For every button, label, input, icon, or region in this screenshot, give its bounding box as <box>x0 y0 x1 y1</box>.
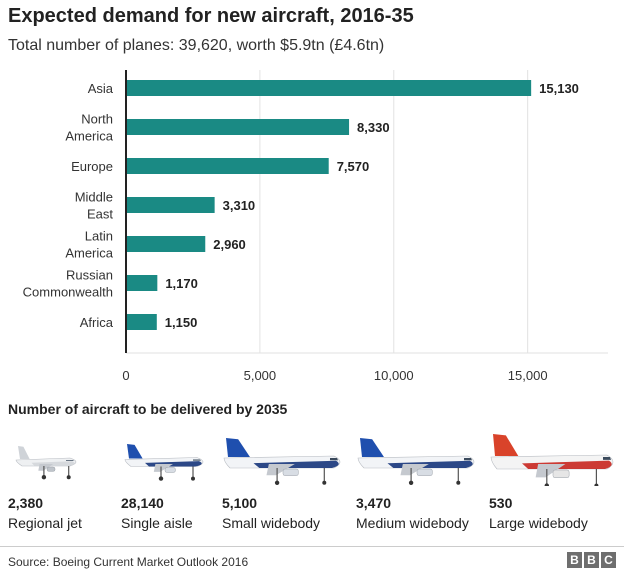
x-tick-label: 10,000 <box>374 368 414 383</box>
engine <box>416 468 433 476</box>
logo-letter: C <box>601 552 616 568</box>
x-tick-label: 0 <box>122 368 129 383</box>
value-labels: 15,130 8,330 7,570 3,310 2,960 1,170 1,150 <box>165 81 579 330</box>
wing <box>153 464 173 472</box>
cockpit-window <box>193 459 201 461</box>
gridlines <box>126 70 608 354</box>
footer-divider <box>0 546 624 547</box>
chart-subtitle: Total number of planes: 39,620, worth $5… <box>8 37 385 54</box>
x-tick-label: 5,000 <box>244 368 277 383</box>
value-label: 15,130 <box>539 81 579 96</box>
aircraft-count: 2,380 <box>8 495 44 511</box>
aircraft-count: 28,140 <box>121 495 164 511</box>
aircraft-count: 5,100 <box>222 495 258 511</box>
cockpit-window <box>464 458 472 461</box>
value-label: 8,330 <box>357 120 390 135</box>
wheel <box>41 475 47 480</box>
wheel <box>274 480 280 485</box>
source-note: Source: Boeing Current Market Outlook 20… <box>8 555 249 569</box>
value-label: 3,310 <box>223 198 256 213</box>
regional-jet-icon <box>15 446 77 480</box>
value-label: 1,150 <box>165 315 198 330</box>
category-label: Middle East <box>75 190 114 222</box>
tail-fin <box>360 438 384 457</box>
wheel <box>322 480 327 485</box>
x-tick-label: 15,000 <box>508 368 548 383</box>
cockpit-window <box>330 458 338 461</box>
deliveries-heading: Number of aircraft to be delivered by 20… <box>8 401 288 417</box>
wheel <box>191 476 195 481</box>
bars <box>126 80 532 330</box>
engine <box>552 469 570 478</box>
bar <box>126 236 206 252</box>
bar <box>126 314 157 330</box>
single-aisle-jet-icon <box>124 444 204 481</box>
large-widebody-jet-icon <box>490 434 614 486</box>
aircraft-label: Medium widebody <box>356 515 469 531</box>
aircraft-label: Regional jet <box>8 515 82 531</box>
wing <box>266 464 295 476</box>
aircraft-label: Large widebody <box>489 515 588 531</box>
chart-title: Expected demand for new aircraft, 2016-3… <box>8 5 414 27</box>
aircraft-label: Single aisle <box>121 515 193 531</box>
logo-letter: B <box>567 552 582 568</box>
bbc-logo: B B C <box>567 552 616 568</box>
tail-fin <box>226 438 250 457</box>
aircraft-label: Small widebody <box>222 515 321 531</box>
axes: 0 5,000 10,000 15,000 <box>122 70 548 383</box>
wheel <box>158 476 164 481</box>
wing <box>535 464 566 478</box>
tail-fin <box>127 444 143 459</box>
wheel <box>66 475 71 480</box>
engine <box>46 466 56 472</box>
wheel <box>594 483 599 486</box>
bar <box>126 197 215 213</box>
bar-chart: Asia North America Europe Middle East Latin Ame… <box>23 70 608 383</box>
engine <box>282 468 299 476</box>
wheel <box>408 480 414 485</box>
bar <box>126 275 158 291</box>
logo-letter: B <box>584 552 599 568</box>
medium-widebody-jet-icon <box>357 438 475 485</box>
value-label: 1,170 <box>165 276 198 291</box>
value-label: 2,960 <box>213 237 246 252</box>
wheel <box>544 483 549 486</box>
category-label: North America <box>65 112 113 144</box>
category-label: Russian Commonwealth <box>23 268 113 300</box>
category-label: Europe <box>71 159 113 174</box>
category-label: Latin America <box>65 229 113 261</box>
bar <box>126 119 350 135</box>
aircraft-count: 530 <box>489 495 513 511</box>
cockpit-window <box>66 460 74 461</box>
category-label: Asia <box>88 81 114 96</box>
wing <box>400 464 429 476</box>
wheel <box>456 480 461 485</box>
small-widebody-jet-icon <box>223 438 341 485</box>
value-label: 7,570 <box>337 159 370 174</box>
category-labels: Asia North America Europe Middle East Latin Ame… <box>23 81 114 330</box>
cockpit-window <box>603 457 611 460</box>
tail-fin <box>493 434 519 456</box>
engine <box>164 467 176 473</box>
bar <box>126 80 532 96</box>
tail-fin <box>18 446 30 459</box>
category-label: Africa <box>80 315 114 330</box>
bar <box>126 158 329 174</box>
wing <box>38 464 54 471</box>
aircraft-count: 3,470 <box>356 495 392 511</box>
